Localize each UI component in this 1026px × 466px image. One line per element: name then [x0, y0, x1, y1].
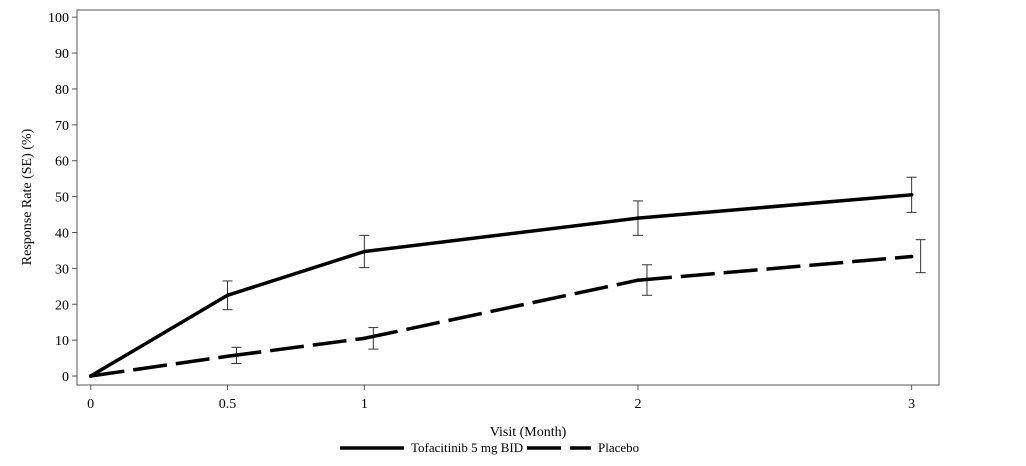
series-1 — [88, 176, 917, 378]
series-line-segment — [364, 216, 639, 254]
y-tick-label: 40 — [55, 226, 69, 241]
legend: Tofacitinib 5 mg BID Placebo — [340, 440, 639, 455]
series-layer — [88, 176, 926, 378]
y-tick-label: 90 — [55, 47, 69, 62]
series-line-segment — [363, 278, 639, 341]
series-line-segment — [90, 354, 228, 378]
plot-frame — [76, 9, 940, 386]
x-tick-label: 2 — [634, 397, 641, 412]
legend-label: Tofacitinib 5 mg BID — [411, 440, 523, 455]
series-line-segment — [227, 336, 365, 359]
data-point — [909, 193, 914, 197]
x-tick-label: 3 — [908, 397, 915, 412]
y-tick-label: 80 — [55, 83, 69, 98]
y-tick-label: 70 — [55, 119, 69, 134]
y-tick-label: 10 — [55, 334, 69, 349]
x-axis-label: Visit (Month) — [490, 425, 567, 440]
y-tick-label: 20 — [55, 298, 69, 313]
y-tick-label: 100 — [48, 11, 69, 26]
x-tick-label: 0.5 — [219, 397, 237, 412]
x-axis: 0 0.5 1 2 3 — [87, 385, 915, 412]
y-tick-label: 60 — [55, 155, 69, 170]
series-line-segment — [637, 193, 912, 220]
series-line-segment — [226, 249, 365, 297]
legend-item-1: Tofacitinib 5 mg BID — [340, 440, 523, 455]
x-tick-label: 1 — [361, 397, 368, 412]
legend-label: Placebo — [598, 440, 639, 455]
y-tick-label: 0 — [62, 370, 69, 385]
series-line-segment — [89, 293, 229, 378]
y-axis-label: Response Rate (SE) (%) — [20, 128, 35, 265]
series-2 — [88, 239, 926, 378]
legend-item-2: Placebo — [527, 440, 639, 455]
x-tick-label: 0 — [87, 397, 94, 412]
data-point — [909, 254, 914, 259]
y-axis: 0 10 20 30 40 50 60 70 80 90 100 — [48, 11, 77, 385]
series-line-segment — [637, 254, 912, 282]
y-tick-label: 50 — [55, 191, 69, 206]
y-tick-label: 30 — [55, 262, 69, 277]
